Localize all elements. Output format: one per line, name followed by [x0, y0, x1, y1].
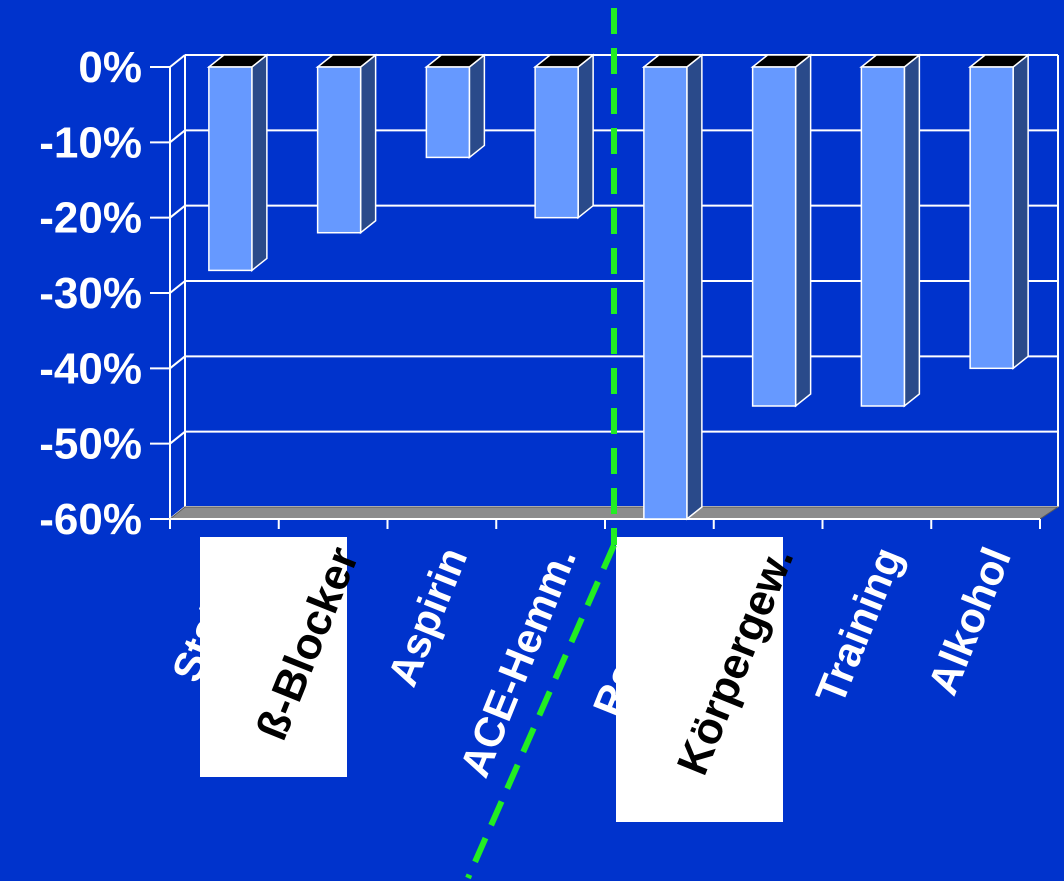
bar-side — [794, 53, 812, 408]
category-label: Training — [806, 541, 911, 710]
side-gridline — [169, 204, 186, 219]
y-tick-label: -10% — [39, 118, 142, 167]
highlight-box — [616, 537, 783, 822]
bar-front — [860, 66, 906, 407]
category-label: Aspirin — [378, 541, 476, 693]
y-tick-label: -40% — [39, 344, 142, 393]
y-tick-label: -60% — [39, 495, 142, 544]
bar-front — [425, 66, 471, 159]
bar-side — [903, 53, 921, 408]
bar-side — [577, 53, 594, 220]
bar-2 — [424, 53, 487, 159]
bar-side — [468, 53, 486, 159]
bar-front — [751, 66, 797, 407]
side-gridline — [169, 430, 186, 445]
bar-side — [1012, 53, 1029, 370]
divider-line-diagonal — [465, 543, 617, 880]
bar-5 — [750, 53, 813, 408]
highlight-box — [200, 537, 347, 777]
side-gridline — [169, 54, 186, 68]
side-gridline — [169, 355, 186, 370]
bar-layer — [206, 53, 1031, 521]
category-label: Alkohol — [919, 541, 1020, 701]
axis-layer: 0% -10% -20% -30% -40% -50% -60% — [39, 43, 1060, 544]
y-tick-label: -20% — [39, 194, 142, 243]
bar-side — [251, 53, 268, 272]
bar-front — [208, 66, 253, 272]
y-tick-label: 0% — [78, 43, 142, 92]
bar-0 — [206, 53, 270, 272]
bar-7 — [967, 53, 1031, 370]
bar-1 — [315, 53, 378, 235]
bar-front — [969, 66, 1014, 370]
y-tick-label: -30% — [39, 269, 142, 318]
bar-4 — [641, 53, 705, 521]
bar-3 — [532, 53, 596, 220]
bar-6 — [859, 53, 922, 408]
side-gridline — [169, 280, 186, 294]
bar-front — [643, 66, 688, 520]
bar-front — [534, 66, 579, 219]
bar-front — [316, 66, 362, 234]
bar-side — [686, 53, 703, 521]
side-gridline — [169, 129, 186, 144]
bar-side — [359, 53, 377, 235]
y-tick-label: -50% — [39, 420, 142, 469]
